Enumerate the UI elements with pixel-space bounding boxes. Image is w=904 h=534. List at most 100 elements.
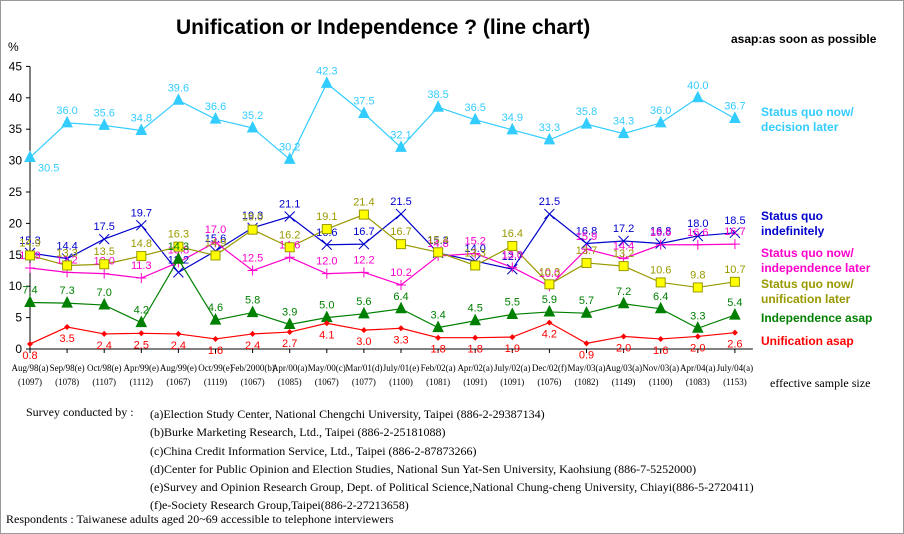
data-label: 14.9 xyxy=(19,237,40,249)
data-label: 13.2 xyxy=(613,248,634,260)
sample-size-label: (1083) xyxy=(686,377,710,387)
data-label: 4.1 xyxy=(319,329,334,341)
data-label: 10.2 xyxy=(390,267,411,279)
data-label: 5.6 xyxy=(356,296,371,308)
triangle-marker xyxy=(654,301,667,314)
data-label: 3.9 xyxy=(282,307,297,319)
triangle-marker xyxy=(358,106,370,118)
x-tick-label: Aug/98(a) xyxy=(12,363,49,373)
diamond-marker xyxy=(286,329,293,336)
data-label: 15.3 xyxy=(19,235,40,247)
x-tick-label: Oct/99(e) xyxy=(198,363,232,373)
cross-marker xyxy=(581,244,592,255)
square-marker xyxy=(433,247,444,258)
legend-label-line2: independence later xyxy=(761,261,871,275)
data-label: 2.4 xyxy=(97,340,112,352)
diamond-marker xyxy=(546,319,553,326)
credit-item: (f)e-Society Research Group,Taipei(886-2… xyxy=(150,498,409,513)
data-label: 17.2 xyxy=(613,223,634,235)
x-marker xyxy=(395,208,407,220)
x-marker xyxy=(544,208,555,220)
x-tick-label: Mar/01(d) xyxy=(345,363,382,373)
legend-status-quo-decision-later: Status quo now/ decision later xyxy=(761,105,854,135)
cross-marker xyxy=(210,237,221,248)
y-tick-label: 10 xyxy=(9,279,23,293)
data-label: 15.2 xyxy=(464,236,485,248)
triangle-marker xyxy=(135,123,148,135)
x-tick-label: Aug/03(a) xyxy=(605,363,642,373)
data-label: 12.5 xyxy=(242,253,263,265)
data-label: 14.8 xyxy=(131,238,152,250)
sample-size-label: (1100) xyxy=(649,377,673,387)
diamond-marker xyxy=(323,320,330,327)
data-label: 7.2 xyxy=(616,286,631,298)
cross-marker xyxy=(396,279,406,290)
data-label: 21.5 xyxy=(539,196,560,208)
credits-label: Survey conducted by : xyxy=(26,405,134,419)
data-label: 17.5 xyxy=(93,221,114,233)
y-tick-label: 5 xyxy=(15,311,22,325)
data-label: 1.8 xyxy=(430,344,445,356)
cross-marker xyxy=(247,265,258,276)
triangle-marker xyxy=(729,111,741,124)
sample-size-label: (1112) xyxy=(130,377,153,387)
data-label: 2.4 xyxy=(171,340,186,352)
triangle-marker xyxy=(432,320,444,333)
data-label: 15.3 xyxy=(427,235,448,247)
data-label: 16.6 xyxy=(687,227,708,239)
cross-marker xyxy=(25,262,35,273)
credit-item: (e)Survey and Opinion Research Group, De… xyxy=(150,480,754,495)
square-marker xyxy=(581,257,592,268)
triangle-marker xyxy=(469,112,482,125)
y-tick-label: 20 xyxy=(9,216,23,230)
data-label: 4.2 xyxy=(134,305,149,317)
x-tick-label: May/03(a) xyxy=(568,363,606,373)
square-marker xyxy=(544,279,555,290)
data-label: 17.0 xyxy=(205,224,226,236)
data-label: 34.8 xyxy=(131,112,152,124)
triangle-marker xyxy=(543,132,556,145)
data-label: 19.7 xyxy=(131,207,152,219)
cross-marker xyxy=(99,268,110,279)
data-label: 19.0 xyxy=(242,212,263,224)
legend-label-line1: Status quo now/ xyxy=(761,277,854,291)
x-tick-label: Aug/99(e) xyxy=(160,363,197,373)
x-tick-label: Apr/04(a) xyxy=(680,363,716,373)
data-label: 35.2 xyxy=(242,110,263,122)
square-marker xyxy=(396,239,406,250)
triangle-marker xyxy=(469,313,482,326)
credit-item: (c)China Credit Information Service, Ltd… xyxy=(150,443,477,458)
triangle-marker xyxy=(358,306,370,319)
x-tick-label: July/01(e) xyxy=(383,363,420,373)
sample-size-label: (1077) xyxy=(352,377,376,387)
diamond-marker xyxy=(64,324,71,331)
triangle-marker xyxy=(246,305,259,318)
triangle-marker xyxy=(432,100,444,112)
sample-size-label: effective sample size xyxy=(770,376,871,390)
data-label: 3.5 xyxy=(59,333,74,345)
credit-item: (b)Burke Marketing Research, Ltd., Taipe… xyxy=(150,425,446,440)
square-marker xyxy=(470,260,481,271)
data-label: 0.9 xyxy=(579,349,594,361)
data-label: 14.3 xyxy=(168,241,189,253)
y-tick-label: 35 xyxy=(9,122,23,136)
data-label: 19.1 xyxy=(316,211,337,223)
square-marker xyxy=(321,224,332,235)
x-marker xyxy=(284,211,296,222)
data-label: 13.3 xyxy=(56,247,77,259)
data-label: 16.3 xyxy=(168,229,189,241)
x-marker xyxy=(173,267,184,278)
square-marker xyxy=(62,260,73,271)
data-label: 3.3 xyxy=(393,334,408,346)
data-label: 38.5 xyxy=(427,89,448,101)
data-label: 16.4 xyxy=(502,228,523,240)
chart-title: Unification or Independence ? (line char… xyxy=(176,16,591,39)
cross-marker xyxy=(655,239,666,250)
legend-label-line1: Status quo now/ xyxy=(761,246,854,260)
triangle-marker xyxy=(98,297,111,310)
cross-marker xyxy=(358,267,369,278)
diamond-marker xyxy=(509,334,516,341)
diamond-marker xyxy=(620,333,627,340)
data-label: 5.5 xyxy=(505,296,520,308)
